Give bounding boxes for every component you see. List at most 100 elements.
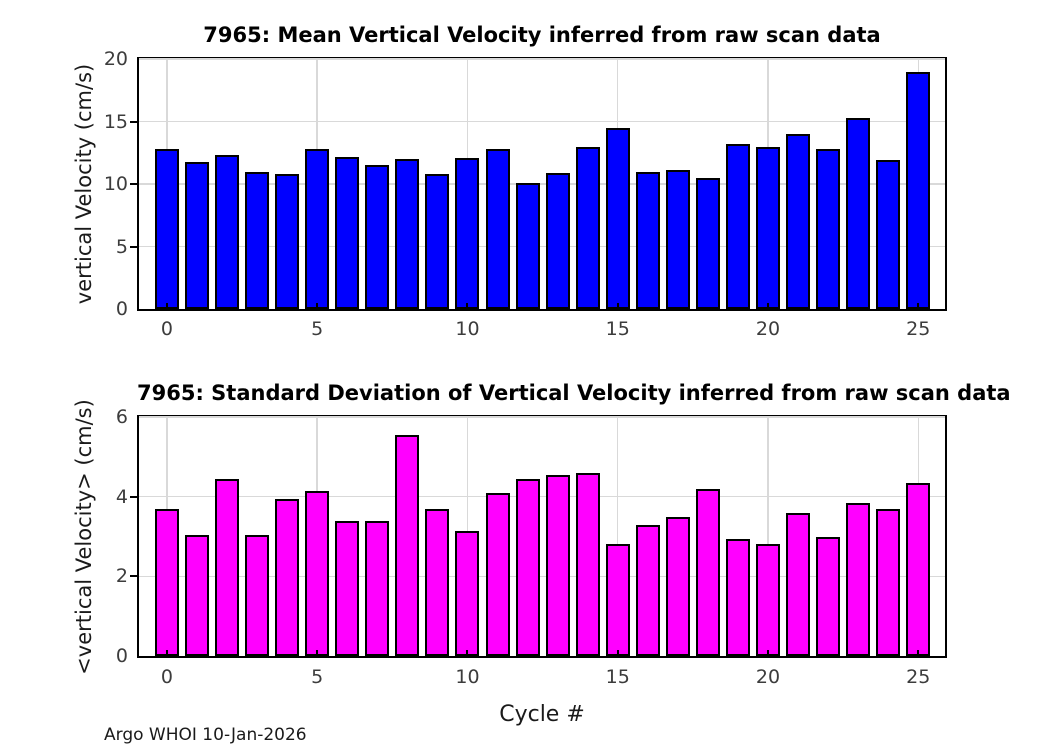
bar-cycle-12 [515, 182, 540, 309]
chart-title-std: 7965: Standard Deviation of Vertical Vel… [137, 381, 1011, 405]
bar-cycle-21 [786, 134, 811, 309]
bar-cycle-16 [635, 524, 660, 656]
x-tick-mark [917, 303, 920, 309]
gridline-horizontal [139, 245, 945, 248]
x-tick-mark [316, 303, 319, 309]
y-tick-mark [130, 183, 137, 185]
x-tick-mark [466, 650, 469, 656]
y-tick-label: 5 [115, 235, 128, 258]
bar-cycle-1 [184, 161, 209, 309]
bar-cycle-10 [455, 157, 480, 309]
bar-cycle-23 [846, 502, 871, 656]
bar-cycle-19 [725, 144, 750, 309]
x-tick-mark [616, 303, 619, 309]
gridline-vertical [767, 417, 769, 656]
bar-cycle-11 [485, 492, 510, 656]
bar-cycle-10 [455, 530, 480, 656]
bar-cycle-3 [245, 171, 270, 309]
bar-cycle-9 [425, 508, 450, 656]
bar-cycle-11 [485, 149, 510, 309]
x-tick-label: 0 [160, 666, 173, 688]
bar-cycle-13 [545, 474, 570, 656]
x-axis-title: Cycle # [499, 702, 585, 727]
x-tick-label: 5 [311, 318, 324, 340]
y-tick-label: 20 [103, 48, 128, 70]
bar-cycle-7 [365, 165, 390, 309]
gridline-horizontal [139, 575, 945, 578]
x-tick-label: 20 [755, 318, 781, 340]
bar-cycle-22 [816, 536, 841, 656]
x-tick-mark [165, 650, 168, 656]
bar-cycle-5 [305, 149, 330, 309]
x-tick-label: 15 [605, 666, 630, 688]
x-tick-label: 20 [755, 666, 781, 688]
bar-cycle-9 [425, 174, 450, 309]
bar-cycle-8 [395, 159, 420, 309]
x-tick-label: 15 [605, 318, 630, 340]
x-tick-label: 10 [455, 318, 480, 340]
x-tick-label: 10 [455, 666, 480, 688]
x-tick-mark [766, 303, 769, 309]
plot-area-mean [137, 57, 947, 311]
bar-cycle-20 [755, 146, 780, 309]
bar-cycle-6 [335, 156, 360, 309]
bar-cycle-3 [245, 534, 270, 656]
bar-cycle-24 [876, 160, 901, 309]
bar-cycle-17 [665, 170, 690, 309]
ticks-layer [139, 417, 945, 656]
bars-layer [139, 59, 945, 309]
y-tick-label: 15 [103, 110, 128, 133]
y-tick-label: 4 [115, 485, 128, 508]
bar-cycle-21 [786, 512, 811, 656]
bar-cycle-1 [184, 534, 209, 656]
x-tick-mark [616, 650, 619, 656]
bar-cycle-14 [575, 146, 600, 309]
bar-cycle-25 [906, 482, 931, 656]
gridline-horizontal [139, 495, 945, 498]
chart-title-mean: 7965: Mean Vertical Velocity inferred fr… [203, 23, 881, 47]
y-tick-label: 2 [115, 565, 128, 588]
gridline-vertical [616, 417, 619, 656]
bar-cycle-23 [846, 117, 871, 309]
bar-cycle-0 [154, 149, 179, 309]
bar-cycle-14 [575, 472, 600, 656]
bar-cycle-2 [215, 478, 240, 656]
y-tick-mark [130, 495, 137, 498]
bar-cycle-15 [605, 127, 630, 309]
y-tick-mark [130, 120, 137, 123]
bar-cycle-18 [695, 177, 720, 309]
y-tick-mark [130, 245, 137, 248]
bar-cycle-12 [515, 478, 540, 656]
bar-cycle-17 [665, 516, 690, 656]
bar-cycle-18 [695, 488, 720, 656]
bar-cycle-19 [725, 538, 750, 656]
bar-cycle-24 [876, 508, 901, 656]
x-tick-label: 25 [906, 318, 931, 340]
bar-cycle-0 [154, 508, 179, 656]
bar-cycle-15 [605, 544, 630, 656]
x-tick-mark [917, 650, 920, 656]
bar-cycle-7 [365, 520, 390, 656]
x-tick-mark [165, 303, 168, 309]
bar-cycle-22 [816, 149, 841, 309]
gridline-horizontal [139, 416, 945, 418]
y-tick-mark [130, 575, 137, 578]
x-tick-mark [766, 650, 769, 656]
y-tick-label: 0 [115, 645, 128, 667]
y-tick-label: 10 [103, 173, 128, 195]
bar-cycle-2 [215, 155, 240, 309]
bar-cycle-6 [335, 520, 360, 656]
bar-cycle-4 [275, 174, 300, 309]
plot-area-std [137, 415, 947, 658]
footer-annotation: Argo WHOI 10-Jan-2026 [104, 725, 307, 745]
y-tick-label: 0 [115, 298, 128, 320]
bar-cycle-13 [545, 172, 570, 309]
bar-cycle-16 [635, 171, 660, 309]
y-tick-label: 6 [115, 406, 128, 428]
gridline-horizontal [139, 183, 945, 185]
gridline-horizontal [139, 58, 945, 60]
x-tick-label: 0 [160, 318, 173, 340]
bar-cycle-8 [395, 434, 420, 656]
y-axis-label-std: <vertical Velocity> (cm/s) [72, 398, 96, 675]
